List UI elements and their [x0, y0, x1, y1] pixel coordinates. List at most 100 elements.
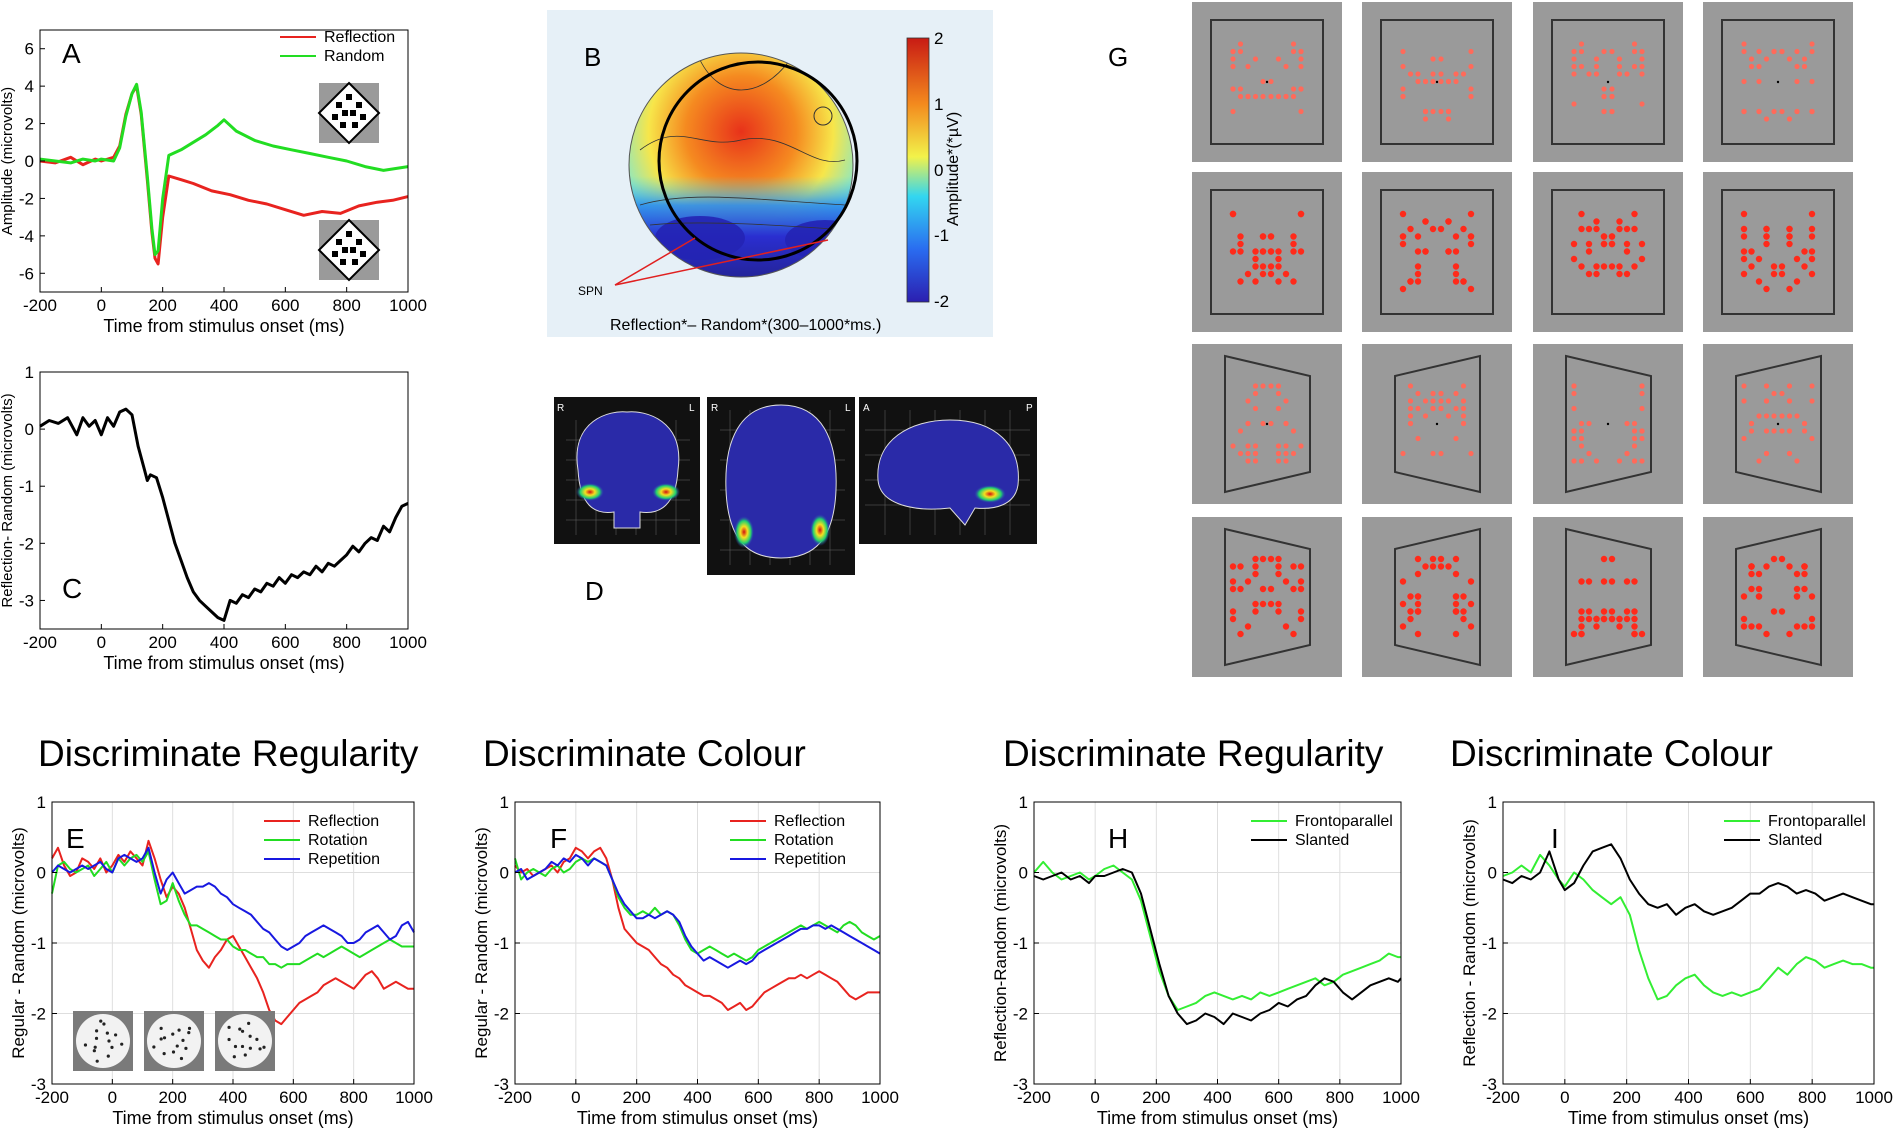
stimulus-dot — [1407, 278, 1414, 285]
stimulus-dot — [1267, 555, 1275, 563]
stimulus-dot — [1578, 443, 1585, 449]
stimulus-dot — [1748, 428, 1755, 434]
stimulus-dot — [1616, 458, 1623, 464]
stimulus-dot — [1741, 398, 1747, 404]
stimulus-dot — [1438, 450, 1444, 457]
panel-letter-c: C — [62, 573, 82, 604]
stimulus-dot — [1639, 71, 1645, 77]
stimulus-dot — [1571, 63, 1577, 70]
stimulus-dot — [1445, 116, 1452, 122]
stimulus-dot — [1245, 458, 1251, 464]
stimulus-dot — [1252, 255, 1259, 263]
stimulus-dot — [1229, 578, 1237, 585]
stimulus-dot — [1786, 116, 1793, 122]
stimulus-dot — [1801, 63, 1808, 70]
stimulus-dot — [1283, 63, 1289, 70]
chart-f: -200 0 200 400 600 800 1000 -3 -2 -1 0 1 Time from s… — [472, 793, 899, 1128]
stimulus-dot — [1593, 56, 1600, 62]
legend-label: Reflection — [324, 29, 395, 46]
colorbar-tick-1: 1 — [934, 95, 943, 114]
stimulus-dot — [1786, 563, 1793, 570]
stimulus-dot — [1748, 263, 1755, 270]
stimulus-dot — [1400, 450, 1406, 457]
tile-bg — [1362, 172, 1512, 332]
x-tick-label: 1000 — [395, 1088, 433, 1107]
stimulus-dot — [1438, 405, 1444, 412]
stimulus-dot — [1786, 413, 1793, 419]
stimulus-dot — [1244, 578, 1252, 585]
thumb-dot — [93, 1045, 97, 1049]
stimulus-dot — [1467, 240, 1475, 248]
stimulus-tile-r4-c1 — [1192, 517, 1342, 677]
stimulus-dot — [1290, 233, 1297, 240]
stimulus-dot — [1623, 608, 1631, 615]
stimulus-dot — [1230, 48, 1236, 55]
stimulus-dot — [1430, 398, 1436, 404]
stimulus-dot — [1252, 248, 1259, 255]
stimulus-dot — [1578, 608, 1585, 615]
stimulus-dot — [1616, 270, 1623, 278]
stimulus-dot — [1779, 48, 1785, 55]
thumb-element — [346, 231, 352, 237]
tile-frame — [1735, 527, 1822, 667]
stimulus-dot — [1578, 48, 1585, 55]
colorbar-tick-0: 0 — [934, 161, 943, 180]
stimulus-dot — [1600, 578, 1608, 585]
thumb-circle — [76, 1014, 130, 1068]
stimulus-dot — [1571, 48, 1577, 55]
panel-letter-h: H — [1108, 823, 1128, 854]
thumb-element — [350, 247, 356, 253]
stimulus-dot — [1571, 390, 1577, 397]
stimulus-dot — [1741, 108, 1747, 115]
stimulus-dot — [1793, 623, 1801, 630]
stimulus-dot — [1422, 78, 1429, 85]
stimulus-dot — [1407, 383, 1414, 389]
thumb-dot — [171, 1050, 176, 1054]
stimulus-dot — [1259, 585, 1267, 593]
tile-frame — [1380, 189, 1494, 315]
stimulus-dot — [1283, 443, 1289, 449]
stimulus-dot — [1452, 593, 1460, 600]
tile-frame — [1210, 19, 1324, 145]
brain-label-r2: R — [711, 403, 718, 414]
thumb-element — [342, 247, 348, 253]
stimulus-dot — [1585, 248, 1593, 255]
thumb-dot — [105, 1031, 109, 1035]
stimulus-dot — [1267, 263, 1275, 270]
stimulus-dot — [1770, 555, 1778, 563]
stimulus-dot — [1593, 458, 1600, 464]
stimulus-dot — [1778, 263, 1786, 270]
thumb-circle — [147, 1014, 201, 1068]
stimulus-dot — [1741, 48, 1747, 55]
stimulus-dot — [1741, 435, 1747, 442]
stimulus-dot — [1438, 390, 1444, 397]
stimulus-dot — [1794, 413, 1800, 419]
x-tick-label: 1000 — [1855, 1088, 1893, 1107]
y-tick-label: -1 — [19, 477, 34, 496]
tile-frame — [1224, 354, 1311, 494]
stimulus-dot — [1631, 623, 1638, 630]
thumb-dot — [227, 1037, 231, 1042]
thumb-dot — [248, 1034, 252, 1038]
stimulus-dot — [1793, 593, 1801, 600]
stimulus-dot — [1229, 585, 1237, 593]
stimulus-dot — [1593, 623, 1600, 630]
stimulus-dot — [1808, 255, 1816, 263]
stimulus-dot — [1616, 71, 1623, 77]
stimulus-dot — [1600, 555, 1608, 563]
stimulus-dot — [1778, 608, 1786, 615]
thumb-dot — [248, 1046, 252, 1050]
stimulus-dot — [1400, 48, 1406, 55]
tile-frame — [1721, 189, 1835, 315]
stimulus-dot — [1639, 101, 1645, 107]
stimulus-dot — [1571, 435, 1577, 442]
stimulus-dot — [1460, 593, 1467, 600]
tile-frame — [1551, 189, 1665, 315]
stimulus-dot — [1578, 623, 1585, 630]
stimulus-dot — [1399, 285, 1407, 293]
brain-label-l2: L — [845, 403, 851, 414]
stimulus-dot — [1260, 78, 1266, 85]
stimulus-dot — [1740, 255, 1748, 263]
stimulus-dot — [1794, 78, 1800, 85]
stimulus-dot — [1748, 248, 1755, 255]
